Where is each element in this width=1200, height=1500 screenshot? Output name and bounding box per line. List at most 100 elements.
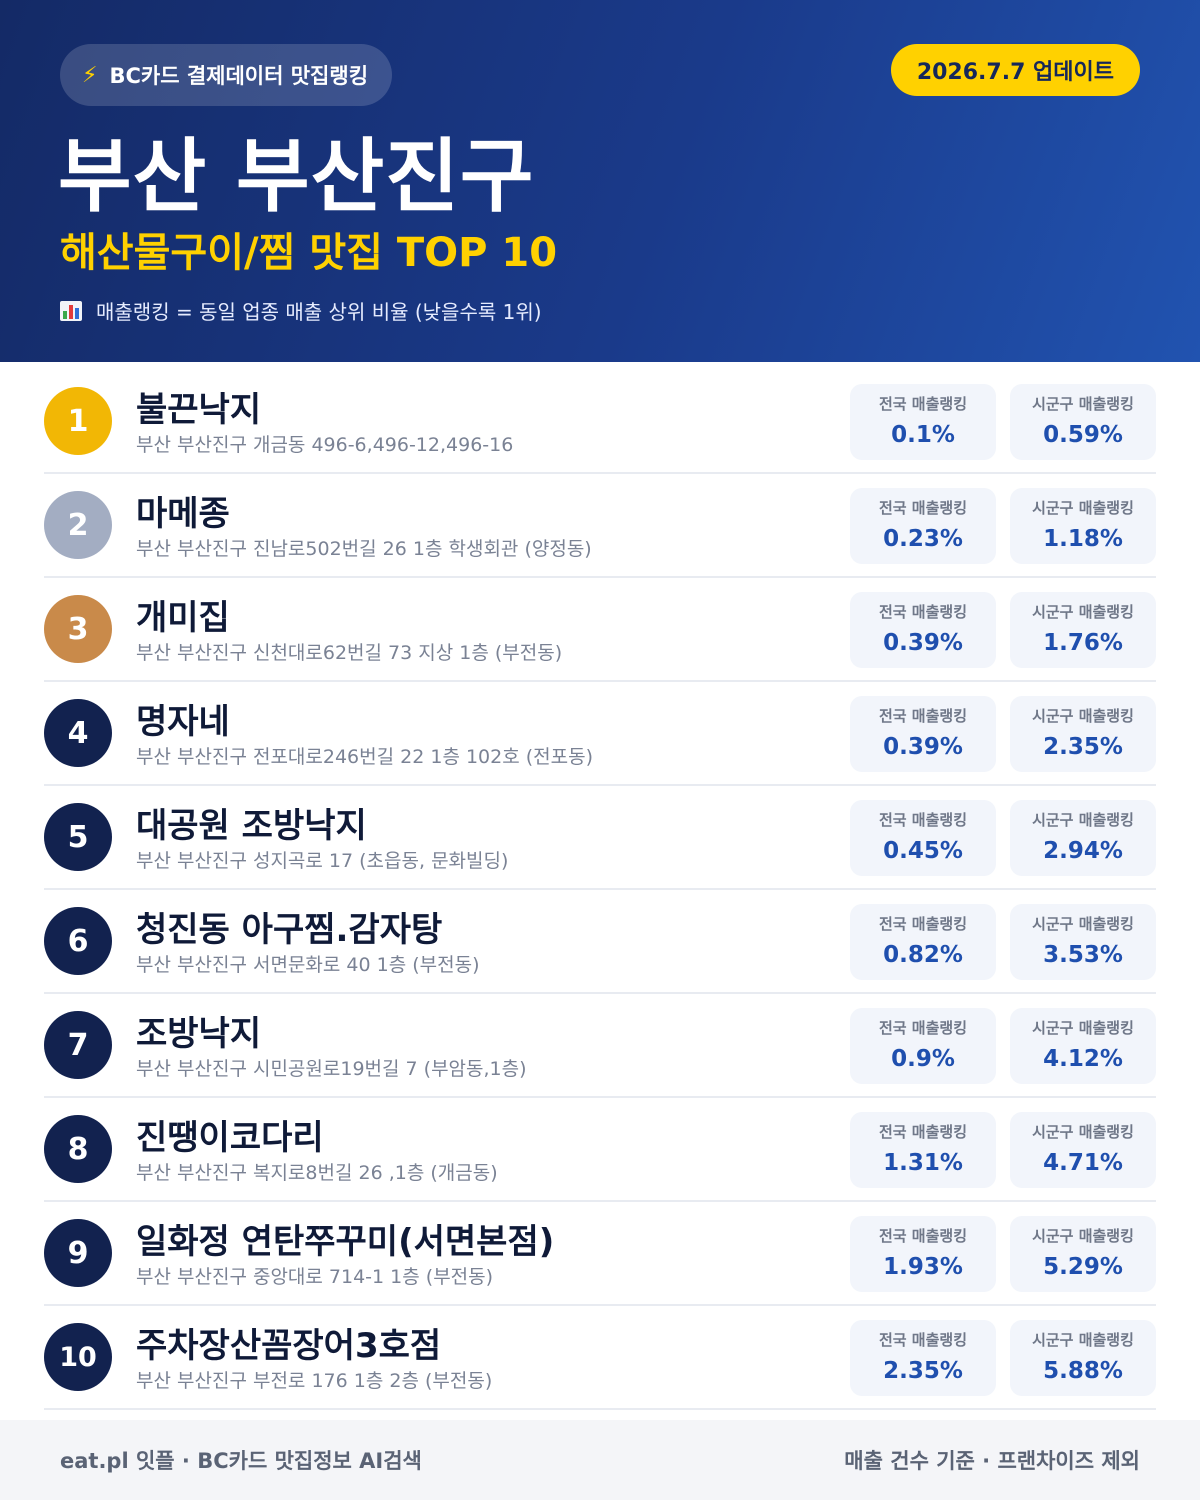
- restaurant-address: 부산 부산진구 부전로 176 1층 2층 (부전동): [136, 1370, 493, 1392]
- national-ranking-value: 0.39%: [883, 630, 963, 656]
- national-ranking-value: 0.82%: [883, 942, 963, 968]
- local-ranking-value: 5.29%: [1043, 1254, 1123, 1280]
- national-ranking-card: 전국 매출랭킹 0.39%: [850, 592, 996, 668]
- local-ranking-card: 시군구 매출랭킹 1.76%: [1010, 592, 1156, 668]
- national-ranking-card: 전국 매출랭킹 0.1%: [850, 384, 996, 460]
- ranking-legend: 매출랭킹 = 동일 업종 매출 상위 비율 (낮을수록 1위): [60, 296, 542, 325]
- national-ranking-card: 전국 매출랭킹 2.35%: [850, 1320, 996, 1396]
- national-ranking-label: 전국 매출랭킹: [878, 499, 968, 517]
- national-ranking-value: 1.93%: [883, 1254, 963, 1280]
- local-ranking-label: 시군구 매출랭킹: [1032, 1019, 1134, 1037]
- restaurant-address: 부산 부산진구 신천대로62번길 73 지상 1층 (부전동): [136, 642, 563, 664]
- footer-note: 매출 건수 기준 · 프랜차이즈 제외: [844, 1449, 1140, 1473]
- local-ranking-label: 시군구 매출랭킹: [1032, 1123, 1134, 1141]
- national-ranking-card: 전국 매출랭킹 0.82%: [850, 904, 996, 980]
- national-ranking-label: 전국 매출랭킹: [878, 1019, 968, 1037]
- local-ranking-card: 시군구 매출랭킹 2.94%: [1010, 800, 1156, 876]
- local-ranking-value: 4.12%: [1043, 1046, 1123, 1072]
- local-ranking-label: 시군구 매출랭킹: [1032, 1331, 1134, 1349]
- local-ranking-card: 시군구 매출랭킹 4.71%: [1010, 1112, 1156, 1188]
- footer: eat.pl 잇플 · BC카드 맛집정보 AI검색 매출 건수 기준 · 프랜…: [0, 1420, 1200, 1500]
- restaurant-name: 대공원 조방낙지: [136, 806, 367, 846]
- restaurant-address: 부산 부산진구 서면문화로 40 1층 (부전동): [136, 954, 480, 976]
- ranking-legend-text: 매출랭킹 = 동일 업종 매출 상위 비율 (낮을수록 1위): [96, 300, 542, 324]
- rank-badge: 3: [44, 595, 112, 663]
- national-ranking-card: 전국 매출랭킹 1.93%: [850, 1216, 996, 1292]
- local-ranking-value: 5.88%: [1043, 1358, 1123, 1384]
- restaurant-address: 부산 부산진구 시민공원로19번길 7 (부암동,1층): [136, 1058, 527, 1080]
- local-ranking-label: 시군구 매출랭킹: [1032, 499, 1134, 517]
- national-ranking-label: 전국 매출랭킹: [878, 1123, 968, 1141]
- national-ranking-card: 전국 매출랭킹 0.23%: [850, 488, 996, 564]
- restaurant-name: 조방낙지: [136, 1014, 262, 1054]
- national-ranking-value: 0.45%: [883, 838, 963, 864]
- restaurant-name: 마메종: [136, 494, 230, 534]
- national-ranking-label: 전국 매출랭킹: [878, 915, 968, 933]
- source-pill-label: BC카드 결제데이터 맛집랭킹: [109, 64, 369, 88]
- local-ranking-label: 시군구 매출랭킹: [1032, 707, 1134, 725]
- local-ranking-card: 시군구 매출랭킹 5.29%: [1010, 1216, 1156, 1292]
- restaurant-name: 불끈낙지: [136, 390, 262, 430]
- restaurant-name: 주차장산꼼장어3호점: [136, 1326, 442, 1366]
- local-ranking-label: 시군구 매출랭킹: [1032, 1227, 1134, 1245]
- local-ranking-card: 시군구 매출랭킹 2.35%: [1010, 696, 1156, 772]
- local-ranking-label: 시군구 매출랭킹: [1032, 603, 1134, 621]
- local-ranking-value: 2.94%: [1043, 838, 1123, 864]
- national-ranking-value: 0.9%: [891, 1046, 955, 1072]
- list-item[interactable]: 9 일화정 연탄쭈꾸미(서면본점) 부산 부산진구 중앙대로 714-1 1층 (부…: [44, 1202, 1156, 1306]
- national-ranking-value: 0.23%: [883, 526, 963, 552]
- local-ranking-label: 시군구 매출랭킹: [1032, 395, 1134, 413]
- national-ranking-value: 0.1%: [891, 422, 955, 448]
- national-ranking-label: 전국 매출랭킹: [878, 603, 968, 621]
- local-ranking-value: 0.59%: [1043, 422, 1123, 448]
- rank-badge: 2: [44, 491, 112, 559]
- local-ranking-label: 시군구 매출랭킹: [1032, 915, 1134, 933]
- local-ranking-value: 4.71%: [1043, 1150, 1123, 1176]
- rank-badge: 1: [44, 387, 112, 455]
- restaurant-address: 부산 부산진구 성지곡로 17 (초읍동, 문화빌딩): [136, 850, 509, 872]
- bar-chart-icon: [60, 300, 82, 321]
- restaurant-address: 부산 부산진구 개금동 496-6,496-12,496-16: [136, 434, 514, 456]
- local-ranking-label: 시군구 매출랭킹: [1032, 811, 1134, 829]
- rank-badge: 4: [44, 699, 112, 767]
- restaurant-address: 부산 부산진구 전포대로246번길 22 1층 102호 (전포동): [136, 746, 594, 768]
- local-ranking-card: 시군구 매출랭킹 4.12%: [1010, 1008, 1156, 1084]
- lightning-icon: ⚡: [82, 62, 98, 88]
- rank-badge: 8: [44, 1115, 112, 1183]
- local-ranking-value: 1.18%: [1043, 526, 1123, 552]
- restaurant-name: 명자네: [136, 702, 230, 742]
- local-ranking-card: 시군구 매출랭킹 1.18%: [1010, 488, 1156, 564]
- footer-credit: eat.pl 잇플 · BC카드 맛집정보 AI검색: [60, 1449, 422, 1473]
- list-item[interactable]: 5 대공원 조방낙지 부산 부산진구 성지곡로 17 (초읍동, 문화빌딩) 전국 매…: [44, 786, 1156, 890]
- local-ranking-card: 시군구 매출랭킹 0.59%: [1010, 384, 1156, 460]
- national-ranking-value: 2.35%: [883, 1358, 963, 1384]
- rank-badge: 7: [44, 1011, 112, 1079]
- restaurant-name: 진땡이코다리: [136, 1118, 324, 1158]
- page-subtitle: 해산물구이/찜 맛집 TOP 10: [60, 230, 558, 276]
- rank-badge: 9: [44, 1219, 112, 1287]
- restaurant-name: 개미집: [136, 598, 230, 638]
- local-ranking-card: 시군구 매출랭킹 5.88%: [1010, 1320, 1156, 1396]
- national-ranking-value: 0.39%: [883, 734, 963, 760]
- national-ranking-label: 전국 매출랭킹: [878, 811, 968, 829]
- national-ranking-card: 전국 매출랭킹 0.39%: [850, 696, 996, 772]
- national-ranking-label: 전국 매출랭킹: [878, 1331, 968, 1349]
- restaurant-name: 청진동 아구찜.감자탕: [136, 910, 443, 950]
- national-ranking-card: 전국 매출랭킹 0.9%: [850, 1008, 996, 1084]
- update-date-badge: 2026.7.7 업데이트: [890, 44, 1140, 96]
- rank-badge: 6: [44, 907, 112, 975]
- restaurant-address: 부산 부산진구 진남로502번길 26 1층 학생회관 (양정동): [136, 538, 592, 560]
- page-title: 부산 부산진구: [58, 130, 535, 223]
- restaurant-address: 부산 부산진구 복지로8번길 26 ,1층 (개금동): [136, 1162, 498, 1184]
- local-ranking-value: 2.35%: [1043, 734, 1123, 760]
- rank-badge: 10: [44, 1323, 112, 1391]
